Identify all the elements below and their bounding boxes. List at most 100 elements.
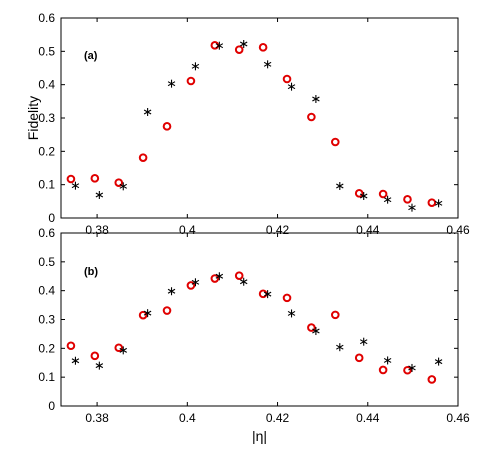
y-tick-label: 0.1 bbox=[38, 178, 55, 192]
asterisk-marker bbox=[119, 346, 128, 355]
x-tick-label: 0.4 bbox=[179, 411, 196, 425]
asterisk-marker bbox=[71, 356, 80, 365]
circle-marker bbox=[330, 310, 340, 320]
y-tick-label: 0.6 bbox=[38, 11, 55, 25]
circle-marker bbox=[186, 281, 196, 290]
circle-marker bbox=[234, 271, 244, 280]
asterisk-marker bbox=[143, 108, 152, 116]
asterisk-marker bbox=[434, 357, 443, 366]
asterisk-marker bbox=[143, 309, 152, 318]
asterisk-stroke bbox=[191, 63, 200, 69]
circle-marker bbox=[114, 178, 124, 187]
circle-marker bbox=[282, 74, 292, 84]
asterisk-marker bbox=[167, 79, 176, 88]
y-tick-label: 0.4 bbox=[38, 284, 55, 298]
asterisk-stroke bbox=[408, 205, 416, 211]
panel-b: 0.38 0.4 0.42 0.44 0.46 0 0.1 0.2 0.3 0.4 0.5 0.6 (b… bbox=[38, 226, 470, 444]
circle-marker bbox=[186, 76, 196, 86]
y-tick-label: 0.6 bbox=[38, 226, 55, 240]
asterisk-stroke bbox=[215, 43, 224, 49]
asterisk-stroke bbox=[287, 84, 296, 90]
x-tick-label: 0.46 bbox=[446, 411, 470, 425]
circle-marker bbox=[330, 137, 340, 147]
circle-marker bbox=[90, 351, 100, 361]
asterisk-marker bbox=[287, 82, 296, 91]
asterisk-stroke bbox=[408, 365, 416, 371]
circle-marker bbox=[307, 323, 316, 332]
asterisk-marker bbox=[312, 95, 320, 103]
x-tick-label: 0.38 bbox=[85, 411, 109, 425]
y-tick-label: 0 bbox=[48, 399, 55, 413]
asterisk-marker bbox=[167, 287, 176, 296]
panel-label: (a) bbox=[84, 50, 98, 62]
asterisk-marker bbox=[95, 361, 104, 370]
circle-marker bbox=[378, 189, 388, 199]
y-tick-label: 0.5 bbox=[38, 44, 55, 58]
circle-marker bbox=[162, 306, 172, 315]
asterisk-marker bbox=[383, 195, 392, 204]
asterisk-stroke bbox=[383, 357, 392, 363]
y-tick-label: 0 bbox=[48, 211, 55, 225]
asterisk-stroke bbox=[143, 310, 152, 316]
circle-marker bbox=[282, 293, 292, 303]
circle-marker bbox=[403, 365, 412, 375]
asterisk-stroke bbox=[119, 183, 128, 189]
y-tick-label: 0.4 bbox=[38, 78, 55, 92]
circle-marker bbox=[210, 274, 220, 283]
circle-marker bbox=[114, 343, 124, 353]
asterisk-marker bbox=[359, 192, 368, 200]
asterisk-stroke bbox=[167, 288, 176, 294]
asterisk-stroke bbox=[434, 200, 443, 206]
asterisk-marker bbox=[215, 41, 224, 50]
circle-marker bbox=[427, 198, 437, 207]
asterisk-marker bbox=[95, 191, 104, 199]
asterisk-marker bbox=[434, 199, 443, 208]
asterisk-stroke bbox=[71, 358, 80, 364]
asterisk-stroke bbox=[383, 197, 392, 203]
asterisk-stroke bbox=[95, 192, 104, 198]
asterisk-marker bbox=[312, 327, 320, 336]
asterisk-stroke bbox=[191, 279, 200, 285]
asterisk-marker bbox=[336, 343, 344, 352]
x-tick-label: 0.42 bbox=[266, 411, 290, 425]
x-tick-label: 0.44 bbox=[356, 411, 380, 425]
asterisk-stroke bbox=[143, 109, 152, 115]
asterisk-marker bbox=[263, 60, 272, 69]
circle-marker bbox=[66, 174, 76, 184]
asterisk-stroke bbox=[239, 279, 248, 285]
asterisk-stroke bbox=[336, 183, 344, 189]
circle-marker bbox=[66, 341, 76, 351]
asterisk-stroke bbox=[312, 328, 320, 334]
asterisk-stroke bbox=[434, 359, 443, 365]
asterisk-stroke bbox=[215, 273, 224, 279]
y-tick-label: 0.5 bbox=[38, 255, 55, 269]
y-tick-label: 0.3 bbox=[38, 313, 55, 327]
circle-marker bbox=[258, 43, 268, 52]
asterisk-stroke bbox=[263, 61, 272, 67]
asterisk-marker bbox=[215, 272, 224, 281]
asterisk-stroke bbox=[119, 347, 128, 353]
asterisk-marker bbox=[239, 277, 248, 286]
circle-marker bbox=[378, 365, 388, 375]
y-tick-label: 0.1 bbox=[38, 370, 55, 384]
panel-a: 0.38 0.4 0.42 0.44 0.4600.10.20.30.40.50.6(a… bbox=[25, 11, 470, 237]
circle-marker bbox=[427, 375, 437, 384]
asterisk-stroke bbox=[336, 344, 344, 350]
asterisk-marker bbox=[239, 40, 248, 48]
asterisk-stroke bbox=[263, 291, 272, 297]
asterisk-stroke bbox=[167, 81, 176, 87]
asterisk-marker bbox=[287, 309, 296, 318]
asterisk-stroke bbox=[239, 41, 248, 47]
circle-marker bbox=[162, 122, 172, 131]
asterisk-stroke bbox=[95, 363, 104, 369]
y-tick-label: 0.2 bbox=[38, 144, 55, 158]
asterisk-marker bbox=[383, 356, 392, 365]
asterisk-marker bbox=[119, 182, 128, 191]
y-axis-title: Fidelity bbox=[25, 96, 41, 140]
asterisk-marker bbox=[336, 182, 344, 190]
circle-marker bbox=[234, 45, 244, 54]
circle-marker bbox=[138, 310, 148, 320]
y-tick-label: 0.2 bbox=[38, 341, 55, 355]
panel-label: (b) bbox=[84, 266, 98, 278]
